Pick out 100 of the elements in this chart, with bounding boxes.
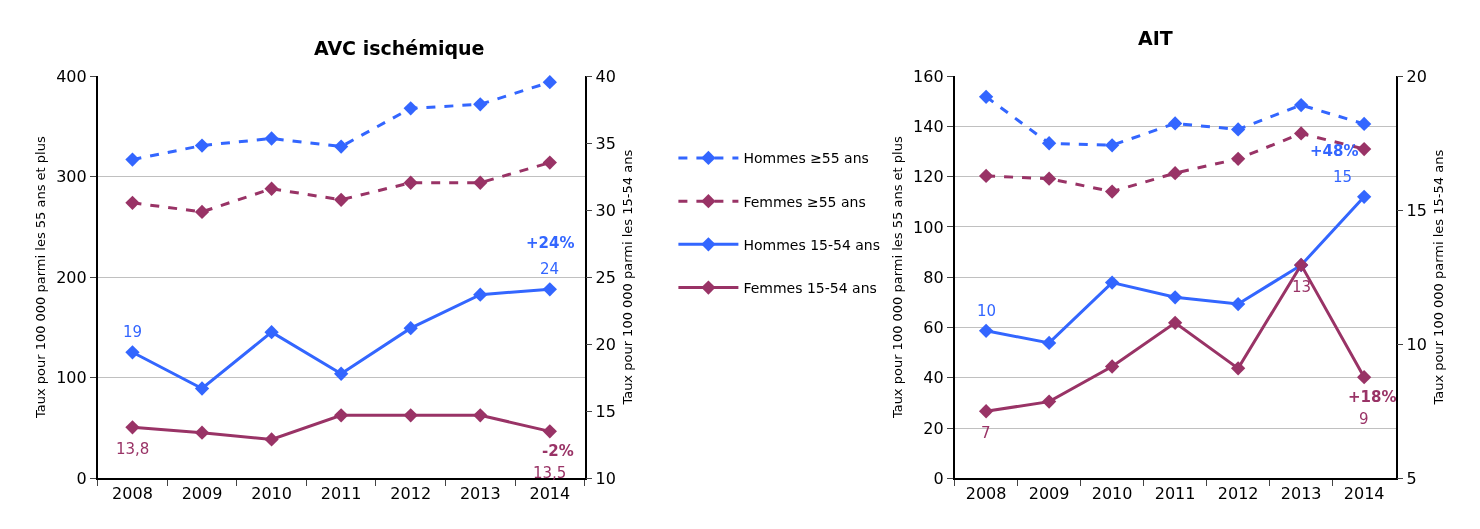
legend-label: Femmes ≥55 ans bbox=[743, 193, 866, 210]
y2-tick-label: 10 bbox=[595, 468, 616, 488]
annotation: +18% bbox=[1348, 388, 1397, 406]
point bbox=[1230, 151, 1246, 166]
x-tick-label: 2009 bbox=[181, 484, 223, 504]
point bbox=[333, 366, 349, 381]
point bbox=[403, 175, 418, 190]
y-tick-label: 140 bbox=[913, 117, 944, 137]
point bbox=[1104, 138, 1120, 153]
point bbox=[264, 325, 279, 340]
y2-axis-title: Taux pour 100 000 parmi les 15-54 ans bbox=[1431, 149, 1447, 406]
point bbox=[333, 192, 349, 207]
point bbox=[1356, 370, 1372, 385]
point bbox=[194, 425, 210, 440]
legend-label: Hommes 15-54 ans bbox=[743, 236, 881, 253]
point bbox=[542, 282, 557, 297]
point bbox=[125, 420, 140, 435]
point bbox=[542, 424, 557, 439]
point bbox=[1167, 315, 1183, 330]
chart-title: AVC ischémique bbox=[314, 37, 485, 59]
point bbox=[264, 131, 279, 146]
annotation: +24% bbox=[526, 234, 575, 252]
point bbox=[1230, 122, 1246, 137]
y2-tick-label: 30 bbox=[595, 200, 616, 220]
x-tick-label: 2009 bbox=[1028, 484, 1070, 504]
point bbox=[1167, 290, 1183, 305]
y-tick-label: 160 bbox=[913, 66, 944, 86]
point bbox=[125, 152, 140, 167]
point bbox=[1104, 184, 1120, 199]
y-tick-label: 400 bbox=[56, 66, 87, 86]
data-label: 19 bbox=[123, 323, 143, 341]
x-tick-label: 2010 bbox=[251, 484, 292, 504]
point bbox=[1104, 275, 1120, 290]
y2-tick-label: 15 bbox=[595, 401, 616, 421]
y-tick-label: 120 bbox=[913, 167, 944, 187]
y-tick-label: 100 bbox=[913, 217, 944, 237]
y-tick-label: 0 bbox=[933, 468, 944, 488]
y2-tick-label: 40 bbox=[595, 66, 616, 86]
point bbox=[1293, 126, 1309, 141]
data-label: 13,8 bbox=[116, 440, 150, 458]
point bbox=[333, 139, 349, 154]
x-tick-label: 2010 bbox=[1091, 484, 1133, 504]
point bbox=[978, 323, 994, 338]
x-tick-label: 2013 bbox=[459, 484, 501, 504]
point bbox=[542, 155, 557, 170]
point bbox=[403, 321, 418, 336]
point bbox=[1041, 171, 1057, 186]
data-label: 13 bbox=[1292, 278, 1312, 296]
annotation: +48% bbox=[1310, 142, 1359, 160]
point bbox=[403, 408, 418, 423]
point bbox=[125, 345, 140, 360]
x-tick-label: 2012 bbox=[390, 484, 432, 504]
y-tick-label: 100 bbox=[56, 368, 87, 388]
y2-tick-label: 10 bbox=[1406, 334, 1427, 354]
point bbox=[473, 408, 488, 423]
y-tick-label: 0 bbox=[76, 468, 87, 488]
y2-tick-label: 25 bbox=[595, 267, 616, 287]
data-label: 9 bbox=[1359, 410, 1369, 428]
point bbox=[1167, 166, 1183, 181]
data-label: 15 bbox=[1333, 168, 1353, 186]
chart-title: AIT bbox=[1138, 27, 1173, 49]
y2-tick-label: 5 bbox=[1406, 468, 1417, 488]
point bbox=[978, 404, 994, 419]
point bbox=[194, 381, 210, 396]
x-tick-label: 2012 bbox=[1217, 484, 1259, 504]
point bbox=[194, 204, 210, 220]
point bbox=[542, 75, 557, 90]
point bbox=[125, 195, 140, 210]
y-axis-title: Taux pour 100 000 parmi les 55 ans et plus bbox=[889, 136, 905, 420]
point bbox=[1356, 141, 1372, 157]
y2-tick-label: 35 bbox=[595, 133, 616, 153]
annotation: -2% bbox=[542, 442, 574, 460]
point bbox=[333, 408, 349, 423]
point bbox=[1104, 359, 1120, 374]
x-tick-label: 2008 bbox=[965, 484, 1007, 504]
point bbox=[403, 101, 418, 116]
point bbox=[473, 175, 488, 190]
y-tick-label: 20 bbox=[923, 418, 944, 438]
point bbox=[1356, 116, 1372, 132]
y-tick-label: 300 bbox=[56, 167, 87, 187]
x-tick-label: 2011 bbox=[1154, 484, 1196, 504]
point bbox=[264, 181, 279, 196]
point bbox=[1230, 296, 1246, 312]
point bbox=[473, 287, 488, 302]
data-label: 24 bbox=[540, 260, 560, 278]
legend-label: Hommes ≥55 ans bbox=[743, 150, 869, 167]
point bbox=[264, 432, 279, 447]
point bbox=[978, 89, 994, 104]
data-label: 13,5 bbox=[533, 464, 567, 482]
x-tick-label: 2011 bbox=[320, 484, 362, 504]
point bbox=[1356, 189, 1372, 204]
point bbox=[194, 138, 210, 153]
y2-axis-title: Taux pour 100 000 parmi les 15-54 ans bbox=[620, 149, 636, 406]
y2-tick-label: 15 bbox=[1406, 200, 1427, 220]
point bbox=[1230, 361, 1246, 376]
point bbox=[1293, 97, 1309, 113]
data-label: 10 bbox=[977, 302, 997, 320]
point bbox=[1041, 335, 1057, 351]
y2-tick-label: 20 bbox=[1406, 66, 1427, 86]
y-tick-label: 60 bbox=[923, 318, 944, 338]
